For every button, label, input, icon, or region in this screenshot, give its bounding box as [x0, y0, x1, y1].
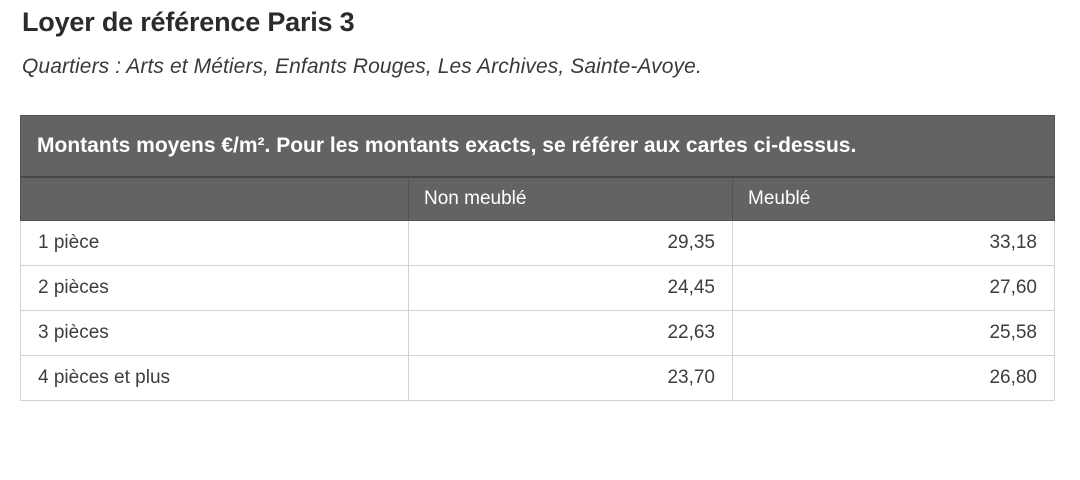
- page-title: Loyer de référence Paris 3: [22, 7, 355, 37]
- row-label-cell: 4 pièces et plus: [20, 354, 409, 401]
- row-label-cell: 1 pièce: [20, 219, 409, 266]
- table-row: 4 pièces et plus 23,70 26,80: [20, 354, 1055, 401]
- non-meuble-value-cell: 24,45: [408, 264, 733, 311]
- column-header-non-meuble: Non meublé: [408, 176, 733, 221]
- non-meuble-value-cell: 29,35: [408, 219, 733, 266]
- table-row: 1 pièce 29,35 33,18: [20, 219, 1055, 266]
- page-container: Loyer de référence Paris 3 Quartiers : A…: [20, 7, 1055, 401]
- column-header-rooms: [20, 176, 409, 221]
- table-caption-row: Montants moyens €/m². Pour les montants …: [20, 114, 1055, 178]
- meuble-value-cell: 26,80: [732, 354, 1055, 401]
- page-subtitle: Quartiers : Arts et Métiers, Enfants Rou…: [22, 55, 702, 78]
- rent-reference-table: Montants moyens €/m². Pour les montants …: [20, 114, 1055, 401]
- non-meuble-value-cell: 23,70: [408, 354, 733, 401]
- row-label-cell: 2 pièces: [20, 264, 409, 311]
- meuble-value-cell: 25,58: [732, 309, 1055, 356]
- table-row: 3 pièces 22,63 25,58: [20, 309, 1055, 356]
- table-caption-cell: Montants moyens €/m². Pour les montants …: [20, 114, 1055, 178]
- meuble-value-cell: 27,60: [732, 264, 1055, 311]
- table-row: 2 pièces 24,45 27,60: [20, 264, 1055, 311]
- column-header-meuble: Meublé: [732, 176, 1055, 221]
- row-label-cell: 3 pièces: [20, 309, 409, 356]
- meuble-value-cell: 33,18: [732, 219, 1055, 266]
- column-header-row: Non meublé Meublé: [20, 176, 1055, 221]
- non-meuble-value-cell: 22,63: [408, 309, 733, 356]
